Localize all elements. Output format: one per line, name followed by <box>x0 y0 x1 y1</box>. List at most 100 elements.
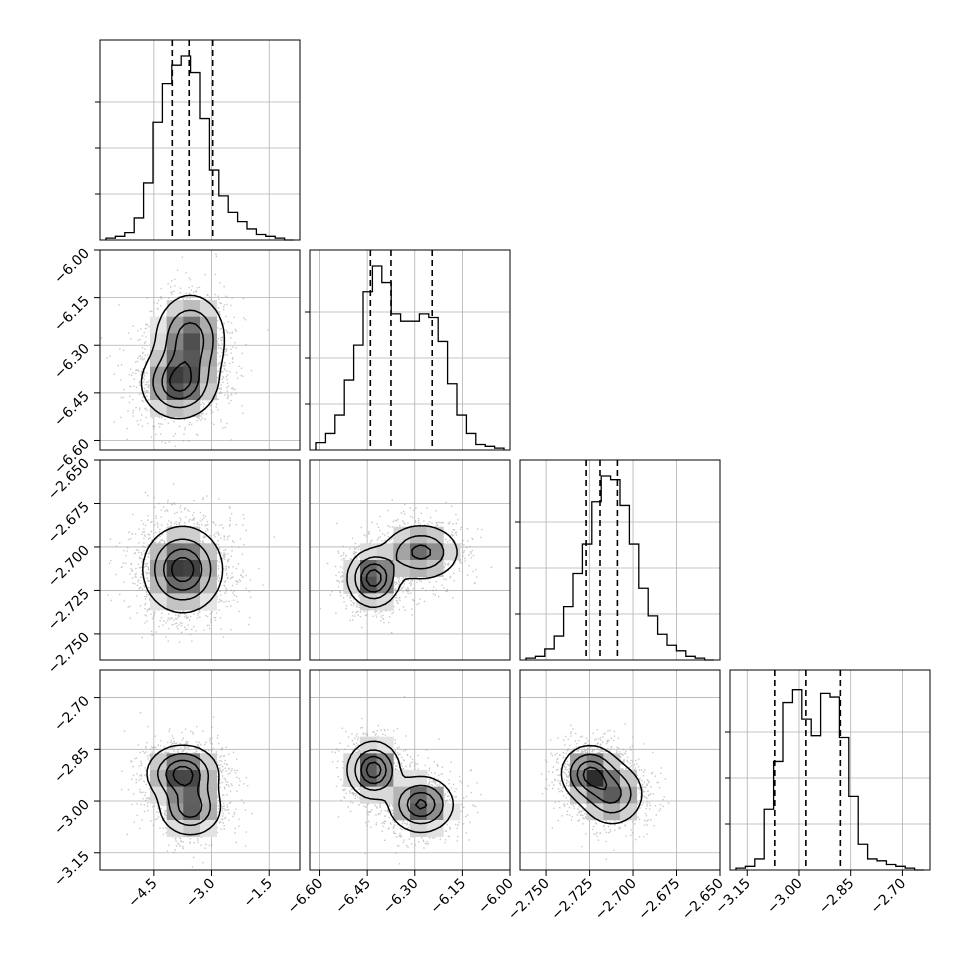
density-cell <box>166 333 184 351</box>
density-cell <box>376 753 394 771</box>
density-cell <box>183 576 201 594</box>
density-cell <box>603 753 621 771</box>
contour-line <box>582 766 608 791</box>
contour-line <box>365 761 428 810</box>
density-cell <box>426 526 444 544</box>
density-cell <box>183 786 201 804</box>
density-cell <box>183 316 201 334</box>
density-cell <box>360 576 377 594</box>
density-cell <box>166 400 184 417</box>
contour-line <box>576 760 622 804</box>
density-cell <box>603 786 621 804</box>
scatter-panel-2-1 <box>309 459 511 661</box>
density-cell <box>183 350 201 367</box>
density-cell <box>426 560 444 577</box>
contour-line <box>152 309 214 409</box>
contour-line <box>172 765 194 787</box>
contour-line <box>162 548 203 591</box>
density-cell <box>183 560 201 577</box>
density-cell <box>360 753 377 771</box>
density-cell <box>570 753 587 771</box>
density-cell <box>166 350 184 367</box>
density-cell <box>376 560 394 577</box>
density-cell <box>166 560 184 577</box>
density-cell <box>166 300 184 317</box>
histogram-panel-2 <box>515 459 721 661</box>
contour-line <box>146 744 222 836</box>
density-cell <box>200 543 217 561</box>
density-cell <box>200 350 217 367</box>
density-cell <box>603 803 621 821</box>
histogram-step-line <box>735 689 924 871</box>
density-cell <box>620 770 637 787</box>
density-cell <box>200 316 217 334</box>
density-cell <box>410 770 427 787</box>
density-cell <box>200 803 217 821</box>
density-cell <box>200 300 217 317</box>
density-cell <box>360 770 377 787</box>
density-cell <box>183 593 201 611</box>
density-cell <box>426 820 444 837</box>
density-cell <box>410 803 427 821</box>
histogram-step-line <box>525 475 714 661</box>
contour-line <box>156 752 212 827</box>
density-cell <box>393 526 411 544</box>
contour-line <box>354 534 445 600</box>
contour-line <box>346 740 455 834</box>
scatter-panel-3-1 <box>309 669 511 871</box>
density-cell <box>620 786 637 804</box>
scatter-panel-3-0 <box>99 669 301 871</box>
density-cell <box>360 593 377 611</box>
contour-line <box>140 294 226 420</box>
density-cell <box>410 786 427 804</box>
contour-line <box>354 749 444 825</box>
density-cell <box>183 333 201 351</box>
contour-line <box>560 744 643 825</box>
scatter-panel-2-0 <box>99 459 301 661</box>
contour-line <box>165 759 203 819</box>
contour-line <box>365 569 382 587</box>
density-cell <box>166 543 184 561</box>
contour-line <box>360 755 436 818</box>
contour-line <box>360 544 432 593</box>
density-cell <box>200 560 217 577</box>
contour-line <box>346 525 458 609</box>
histogram-step-line <box>105 55 294 241</box>
density-cell <box>393 770 411 787</box>
density-cell <box>343 576 361 594</box>
density-cell <box>166 366 184 384</box>
density-cell <box>183 300 201 317</box>
contour-line <box>168 361 192 392</box>
density-cell <box>166 576 184 594</box>
density-cell <box>570 786 587 804</box>
density-cell <box>426 803 444 821</box>
scatter-panel-3-2 <box>519 669 721 871</box>
scatter-panel-1-0 <box>99 249 301 451</box>
density-cell <box>393 560 411 577</box>
density-cell <box>426 543 444 561</box>
contour-line <box>170 557 195 583</box>
histogram-step-line <box>315 265 505 450</box>
density-cell <box>150 786 167 804</box>
scatter-points <box>120 712 253 868</box>
density-cell <box>376 543 394 561</box>
contour-line <box>142 525 224 614</box>
density-cell <box>166 786 184 804</box>
density-cell <box>343 770 361 787</box>
density-cell <box>183 400 201 417</box>
density-cell <box>343 753 361 771</box>
contour-line <box>161 322 205 400</box>
contour-line <box>569 753 632 814</box>
density-cell <box>183 803 201 821</box>
density-cell <box>426 786 444 804</box>
contour-line <box>153 538 212 601</box>
density-cell <box>376 593 394 611</box>
density-cell <box>393 543 411 561</box>
density-cell <box>150 400 167 417</box>
histogram-panel-1 <box>305 249 511 451</box>
density-cell <box>200 383 217 401</box>
histogram-panel-3 <box>725 669 931 871</box>
histogram-panel-0 <box>95 39 301 241</box>
density-cell <box>586 770 604 787</box>
